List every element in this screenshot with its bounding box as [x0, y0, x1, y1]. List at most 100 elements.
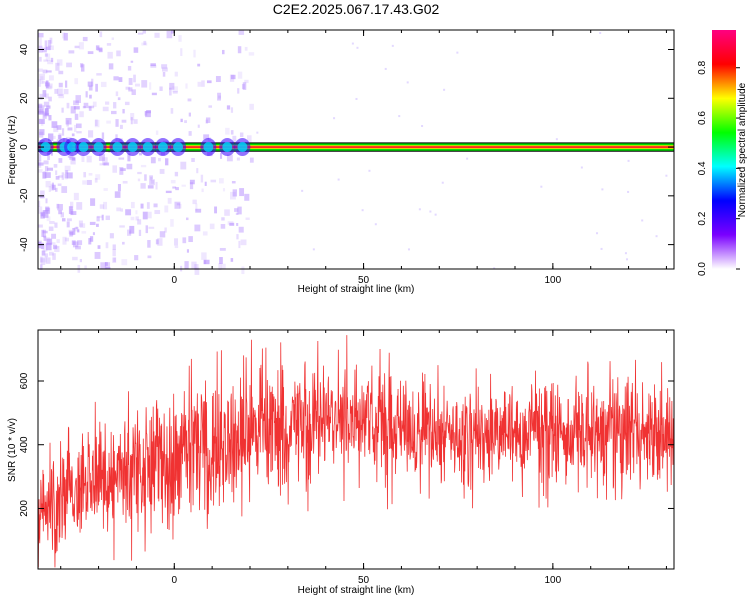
noise-speck	[126, 163, 133, 170]
spectrogram-data	[37, 30, 674, 275]
y-tick-label: -20	[19, 188, 30, 203]
noise-speck	[68, 206, 73, 215]
noise-speck	[42, 243, 48, 252]
noise-speck	[150, 64, 157, 68]
noise-speck	[147, 185, 154, 189]
noise-speck	[95, 45, 100, 51]
noise-speck	[95, 83, 98, 92]
noise-speck	[624, 252, 627, 255]
noise-speck	[70, 159, 76, 165]
noise-speck	[184, 120, 187, 124]
noise-speck	[66, 62, 72, 68]
noise-speck	[147, 240, 151, 248]
noise-speck	[48, 96, 52, 102]
noise-speck	[203, 259, 210, 265]
x-tick-label: 0	[172, 575, 178, 586]
noise-speck	[230, 258, 234, 262]
noise-speck	[101, 214, 104, 221]
noise-speck	[42, 111, 47, 119]
noise-speck	[140, 203, 144, 209]
noise-speck	[204, 181, 207, 186]
noise-speck	[312, 248, 315, 251]
snr-series-line	[37, 335, 675, 568]
noise-speck	[130, 112, 135, 121]
noise-speck	[58, 70, 64, 75]
noise-speck	[45, 46, 51, 51]
noise-speck	[45, 85, 52, 90]
noise-speck	[192, 199, 197, 205]
noise-speck	[94, 178, 98, 183]
noise-speck	[51, 184, 56, 191]
noise-speck	[580, 166, 583, 169]
y-tick-label: 600	[19, 372, 30, 389]
noise-speck	[238, 226, 244, 233]
noise-speck	[112, 165, 117, 173]
noise-speck	[147, 211, 152, 219]
noise-speck	[201, 188, 204, 193]
noise-speck	[82, 105, 86, 109]
noise-speck	[44, 93, 49, 99]
noise-speck	[205, 119, 209, 124]
noise-speck	[44, 53, 48, 57]
noise-speck	[162, 67, 168, 72]
noise-speck	[82, 180, 87, 185]
noise-speck	[38, 162, 44, 166]
noise-speck	[540, 185, 543, 188]
noise-speck	[54, 222, 58, 228]
noise-speck	[62, 236, 67, 245]
y-tick-label: 40	[19, 44, 30, 56]
noise-speck	[196, 168, 199, 174]
noise-speck	[39, 93, 43, 101]
noise-speck	[95, 174, 101, 180]
noise-speck	[248, 52, 255, 56]
noise-speck	[150, 63, 156, 67]
noise-speck	[45, 238, 51, 246]
noise-speck	[42, 172, 47, 179]
noise-speck	[38, 224, 43, 228]
noise-speck	[48, 115, 52, 121]
noise-speck	[88, 130, 94, 138]
noise-speck	[115, 119, 119, 127]
noise-speck	[58, 175, 63, 178]
noise-speck	[145, 111, 151, 118]
noise-speck	[117, 184, 121, 192]
colorbar-tick-label: 0.8	[697, 60, 708, 74]
noise-speck	[127, 153, 131, 162]
noise-speck	[48, 226, 54, 231]
noise-speck	[102, 157, 108, 165]
band-blob-core	[67, 142, 78, 153]
noise-speck	[94, 119, 98, 126]
noise-speck	[86, 155, 92, 163]
noise-speck	[134, 83, 140, 87]
noise-speck	[78, 220, 83, 227]
noise-speck	[39, 108, 44, 115]
noise-speck	[154, 32, 160, 38]
noise-speck	[116, 207, 121, 212]
noise-speck	[174, 171, 179, 177]
y-tick-label: -40	[19, 237, 30, 252]
noise-speck	[47, 40, 52, 47]
noise-speck	[600, 247, 603, 250]
spectrogram-frame	[37, 29, 675, 270]
noise-speck	[38, 105, 45, 113]
noise-speck	[61, 128, 65, 136]
noise-speck	[221, 263, 226, 269]
noise-speck	[102, 106, 109, 112]
noise-speck	[106, 43, 112, 46]
noise-speck	[54, 245, 60, 253]
noise-speck	[205, 117, 211, 123]
noise-speck	[429, 210, 432, 213]
noise-speck	[143, 40, 147, 45]
noise-speck	[109, 233, 114, 239]
noise-speck	[81, 231, 87, 234]
noise-speck	[249, 103, 254, 110]
noise-speck	[95, 223, 99, 227]
noise-speck	[67, 127, 73, 131]
noise-speck	[398, 115, 401, 118]
noise-speck	[236, 223, 239, 226]
noise-speck	[43, 59, 48, 62]
noise-speck	[39, 195, 45, 198]
colorbar-tick-label: 0.0	[697, 262, 708, 276]
noise-speck	[191, 158, 195, 162]
noise-speck	[53, 126, 59, 133]
